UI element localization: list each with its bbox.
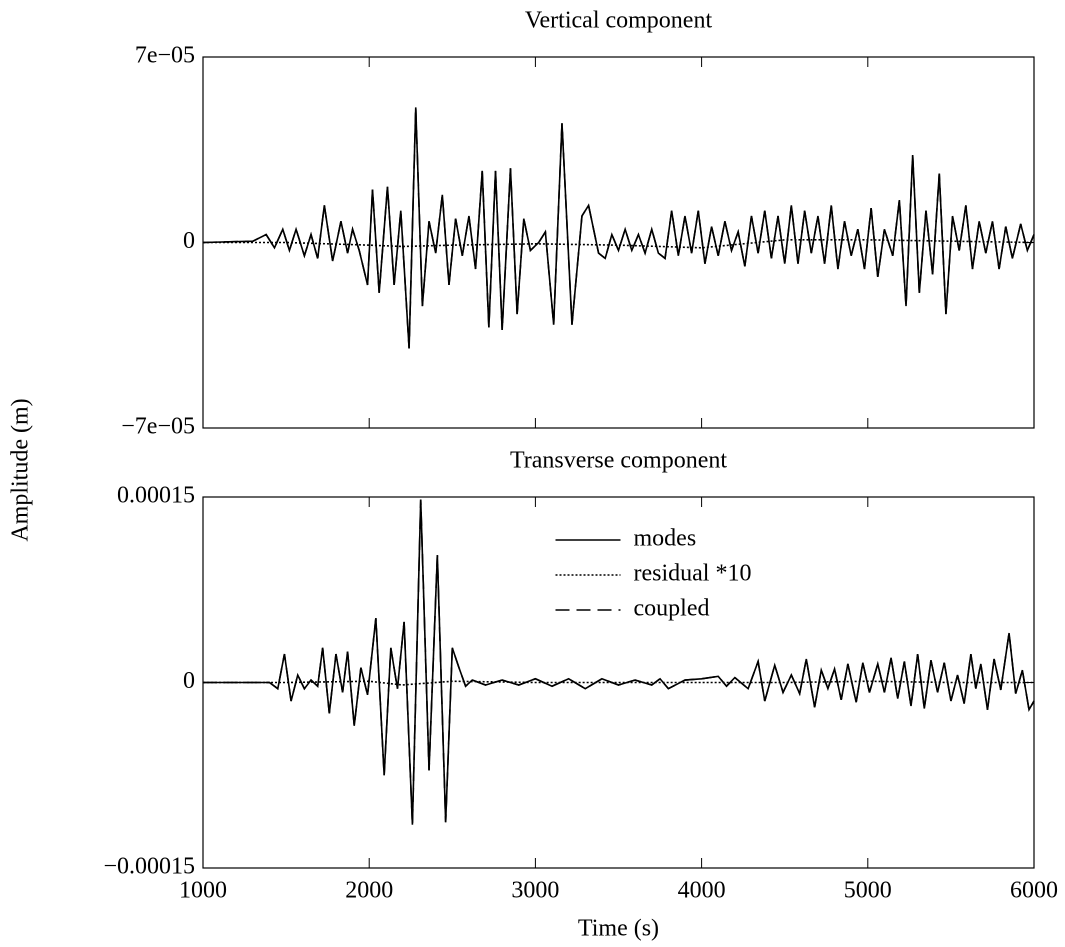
series-line bbox=[203, 239, 1035, 249]
x-tick-label: 1000 bbox=[179, 878, 227, 904]
y-tick-label: −0.00015 bbox=[103, 854, 195, 880]
series-line bbox=[203, 499, 1035, 825]
legend-label: modes bbox=[634, 526, 697, 552]
y-tick-label: 0.00015 bbox=[117, 483, 195, 509]
x-axis-label: Time (s) bbox=[578, 916, 659, 942]
x-tick-label: 2000 bbox=[345, 878, 393, 904]
x-tick-label: 5000 bbox=[844, 878, 892, 904]
y-axis-label: Amplitude (m) bbox=[8, 398, 34, 541]
y-tick-label: 7e−05 bbox=[135, 43, 195, 69]
plot-frame bbox=[202, 56, 1035, 429]
panel-title: Vertical component bbox=[525, 8, 713, 34]
x-tick-label: 6000 bbox=[1010, 878, 1058, 904]
series-line bbox=[203, 680, 1034, 686]
x-tick-label: 4000 bbox=[678, 878, 726, 904]
y-tick-label: −7e−05 bbox=[121, 414, 195, 440]
x-tick-label: 3000 bbox=[511, 878, 559, 904]
legend-label: coupled bbox=[634, 596, 710, 622]
legend-label: residual *10 bbox=[634, 561, 752, 587]
y-tick-label: 0 bbox=[183, 228, 195, 254]
y-tick-label: 0 bbox=[183, 668, 195, 694]
plot-frame bbox=[202, 496, 1035, 869]
panel-title: Transverse component bbox=[510, 448, 727, 474]
series-line bbox=[202, 107, 1035, 349]
series-line bbox=[203, 499, 1035, 825]
